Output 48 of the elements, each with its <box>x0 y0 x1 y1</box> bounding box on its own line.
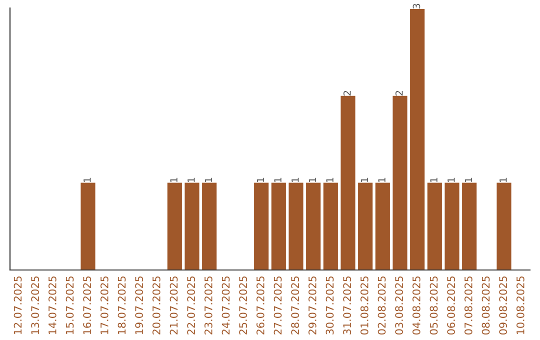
data-label: 2 <box>343 90 351 96</box>
x-tick-label: 23.07.2025 <box>204 276 212 334</box>
data-label: 1 <box>308 178 316 182</box>
x-tick-label: 12.07.2025 <box>14 276 22 334</box>
data-label: 2 <box>395 90 403 96</box>
x-tick-label: 18.07.2025 <box>118 276 126 334</box>
x-tick-label: 21.07.2025 <box>170 276 178 334</box>
x-tick-label: 20.07.2025 <box>152 276 160 334</box>
x-tick-label: 09.08.2025 <box>499 276 508 335</box>
x-tick-label: 08.08.2025 <box>482 276 490 335</box>
x-tick-label: 15.07.2025 <box>66 276 74 334</box>
data-label: 1 <box>360 178 368 182</box>
x-tick-label: 30.07.2025 <box>326 276 334 334</box>
x-tick-label: 27.07.2025 <box>274 276 282 334</box>
x-tick-label: 24.07.2025 <box>222 276 230 334</box>
data-label: 1 <box>204 178 212 182</box>
data-label: 1 <box>256 178 264 182</box>
data-label: 1 <box>448 178 455 182</box>
x-tick-label: 07.08.2025 <box>464 276 472 335</box>
x-tick-label: 26.07.2025 <box>256 276 264 334</box>
x-tick-label: 05.08.2025 <box>430 276 438 335</box>
data-label: 1 <box>326 178 334 182</box>
x-tick-label: 17.07.2025 <box>100 276 108 334</box>
data-label: 3 <box>412 4 420 9</box>
x-tick-label: 22.07.2025 <box>187 276 196 334</box>
x-tick-label: 31.07.2025 <box>343 276 352 334</box>
x-tick-label: 25.07.2025 <box>239 276 248 334</box>
data-label: 1 <box>464 178 472 182</box>
data-label: 1 <box>500 178 507 182</box>
x-tick-label: 01.08.2025 <box>360 276 368 335</box>
data-label: 1 <box>292 178 299 182</box>
data-label: 1 <box>430 178 438 182</box>
x-tick-label: 29.07.2025 <box>308 276 316 334</box>
data-label: 1 <box>378 178 386 182</box>
data-label: 1 <box>84 178 91 182</box>
x-tick-label: 14.07.2025 <box>48 276 56 334</box>
x-tick-label: 28.07.2025 <box>291 276 300 334</box>
x-tick-label: 10.08.2025 <box>516 276 524 334</box>
x-tick-label: 06.08.2025 <box>447 276 456 335</box>
x-tick-label: 02.08.2025 <box>378 276 386 335</box>
x-tick-label: 13.07.2025 <box>31 276 40 334</box>
x-tick-label: 04.08.2025 <box>412 276 420 335</box>
x-tick-label: 19.07.2025 <box>135 276 144 334</box>
x-tick-label: 16.07.2025 <box>83 276 92 334</box>
x-tick-label: 03.08.2025 <box>395 276 404 335</box>
data-label: 1 <box>274 178 282 182</box>
data-label: 1 <box>188 178 195 182</box>
data-label: 1 <box>170 178 178 182</box>
